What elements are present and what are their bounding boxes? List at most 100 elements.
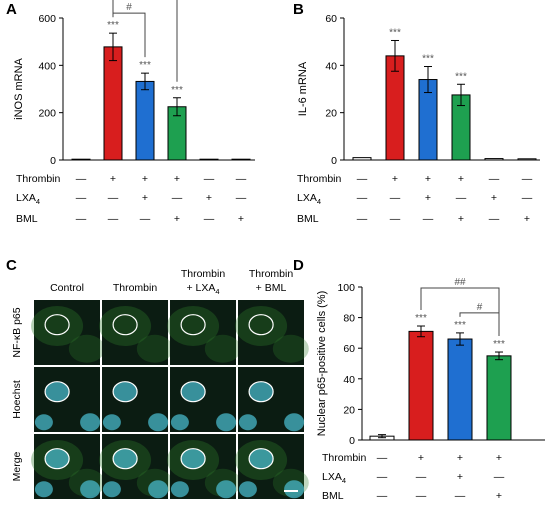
- treatment-sign: —: [489, 173, 500, 185]
- treatment-sign: —: [455, 490, 466, 502]
- treatment-sign: —: [456, 192, 467, 204]
- treatment-sign: +: [110, 173, 116, 185]
- nucleus: [45, 381, 70, 402]
- micrograph-tile: [34, 300, 100, 365]
- treatment-sign: +: [425, 192, 431, 204]
- bar: [447, 338, 473, 441]
- cell-cytoplasm: [204, 334, 241, 363]
- significance-stars: ***: [415, 313, 427, 324]
- bracket-label: #: [126, 2, 132, 13]
- bracket-label: #: [477, 302, 483, 313]
- cell-cytoplasm: [68, 334, 105, 363]
- nucleus: [216, 413, 237, 432]
- nucleus-outline: [44, 448, 70, 470]
- nucleus-outline: [180, 314, 206, 336]
- comparison-bracket: [459, 312, 500, 337]
- nucleus: [249, 448, 274, 469]
- cell-cytoplasm: [31, 306, 84, 346]
- bar: [231, 158, 251, 161]
- nucleus: [80, 413, 101, 432]
- row-label: Hoechst: [11, 380, 23, 419]
- nucleus: [102, 414, 121, 431]
- y-tick-label: 600: [38, 13, 56, 25]
- bar: [408, 330, 434, 441]
- significance-stars: ***: [455, 71, 467, 82]
- y-axis-title: IL-6 mRNA: [297, 61, 309, 116]
- y-tick-label: 80: [343, 313, 355, 325]
- nucleus: [238, 414, 257, 431]
- treatment-sign: —: [236, 173, 247, 185]
- treatment-sign: —: [357, 173, 368, 185]
- bar: [517, 158, 537, 161]
- nucleus: [148, 480, 169, 499]
- nucleus-outline: [44, 314, 70, 336]
- panel-c-microscopy-grid: C Control Thrombin Thrombin + LXA4 Thrombin + …: [6, 257, 309, 499]
- column-label-line2: + LXA4: [186, 282, 219, 296]
- treatment-sign: +: [174, 173, 180, 185]
- y-tick-label: 0: [50, 155, 56, 167]
- nucleus: [34, 481, 53, 498]
- nucleus-outline: [180, 381, 206, 403]
- nucleus-outline: [248, 448, 274, 470]
- treatment-sign: +: [457, 471, 463, 483]
- treatment-sign: —: [236, 192, 247, 204]
- treatment-sign: —: [108, 192, 119, 204]
- nucleus: [181, 448, 206, 469]
- column-label-subscript: 4: [215, 287, 219, 296]
- treatment-label: BML: [16, 213, 38, 225]
- y-tick-label: 0: [331, 155, 337, 167]
- treatment-subscript: 4: [342, 476, 346, 485]
- nucleus: [284, 413, 305, 432]
- cell-cytoplasm: [167, 306, 220, 346]
- treatment-sign: —: [494, 471, 505, 483]
- treatment-sign: —: [390, 213, 401, 225]
- column-label: Thrombin: [113, 282, 158, 294]
- significance-stars: ***: [107, 20, 119, 31]
- treatment-sign: +: [206, 192, 212, 204]
- y-tick-label: 60: [325, 13, 337, 25]
- y-axis-title: iNOS mRNA: [13, 57, 25, 119]
- bar: [484, 158, 504, 161]
- treatment-sign: +: [496, 490, 502, 502]
- y-tick-label: 40: [325, 60, 337, 72]
- treatment-sign: —: [423, 213, 434, 225]
- treatment-label: BML: [322, 490, 344, 502]
- significance-stars: ***: [454, 320, 466, 331]
- treatment-label: LXA4: [322, 471, 346, 485]
- treatment-sign: +: [142, 173, 148, 185]
- micrograph-tile: [102, 300, 168, 365]
- cell-cytoplasm: [136, 334, 173, 363]
- cell-cytoplasm: [235, 306, 288, 346]
- y-tick-label: 200: [38, 108, 56, 120]
- nucleus: [80, 480, 101, 499]
- y-tick-label: 60: [343, 343, 355, 355]
- panel-letter: C: [6, 257, 17, 274]
- comparison-bracket: [112, 0, 178, 82]
- treatment-sign: —: [377, 490, 388, 502]
- treatment-sign: +: [425, 173, 431, 185]
- panel-b-il6-chart: B 0 20 40 60 IL-6 mRNA *** *** *** Thrombin — + + + — —…: [293, 1, 540, 225]
- micrograph-tile: [238, 300, 304, 365]
- bar: [103, 46, 123, 161]
- treatment-subscript: 4: [317, 197, 321, 206]
- treatment-sign: —: [522, 192, 533, 204]
- bar: [135, 80, 155, 161]
- treatment-subscript: 4: [36, 197, 40, 206]
- y-tick-label: 100: [337, 282, 355, 294]
- cell-cytoplasm: [272, 334, 309, 363]
- treatment-sign: —: [377, 452, 388, 464]
- nucleus: [181, 381, 206, 402]
- significance-stars: ***: [389, 27, 401, 38]
- treatment-sign: —: [416, 490, 427, 502]
- bracket-label: ##: [454, 277, 466, 288]
- comparison-bracket: [420, 287, 500, 337]
- y-tick-label: 40: [343, 374, 355, 386]
- treatment-sign: —: [140, 213, 151, 225]
- treatment-sign: +: [491, 192, 497, 204]
- treatment-sign: —: [377, 471, 388, 483]
- panel-letter: A: [6, 1, 17, 18]
- significance-stars: ***: [422, 54, 434, 65]
- nucleus: [216, 480, 237, 499]
- micrograph-tile: [170, 300, 236, 365]
- treatment-sign: —: [108, 213, 119, 225]
